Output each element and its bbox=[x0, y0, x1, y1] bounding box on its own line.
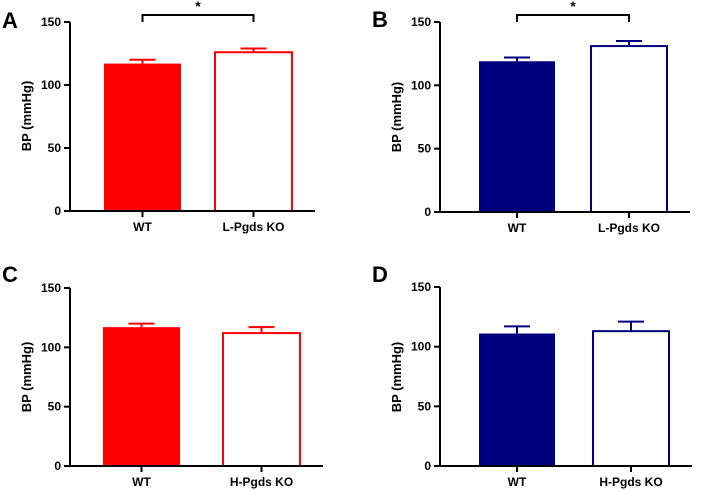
y-tick-label: 0 bbox=[54, 204, 61, 218]
y-tick-label: 0 bbox=[424, 459, 431, 473]
y-tick-label: 100 bbox=[411, 340, 431, 354]
x-tick-label: WT bbox=[133, 220, 152, 234]
bar-wt bbox=[479, 333, 555, 466]
significance-bracket bbox=[516, 14, 630, 22]
panel-b: B BP (mmHg) 0 50 100 150 WT L-Pgds KO * bbox=[372, 0, 690, 235]
x-tick-label: H-Pgds KO bbox=[599, 475, 662, 489]
x-tick-label: L-Pgds KO bbox=[598, 221, 660, 235]
bar-h-pgds-ko bbox=[222, 332, 301, 467]
panel-d: D BP (mmHg) 0 50 100 150 WT H-Pgds KO bbox=[372, 262, 692, 489]
x-tick-label: WT bbox=[508, 475, 527, 489]
panel-letter: B bbox=[372, 7, 388, 32]
significance-bracket bbox=[141, 14, 255, 22]
x-tick-label: L-Pgds KO bbox=[223, 220, 285, 234]
y-axis-label: BP (mmHg) bbox=[19, 342, 34, 413]
y-tick-label: 50 bbox=[48, 400, 62, 414]
y-tick-label: 150 bbox=[41, 281, 61, 295]
x-tick-label: WT bbox=[132, 475, 151, 489]
panel-c: C BP (mmHg) 0 50 100 150 WT H-Pgds KO bbox=[2, 262, 323, 489]
bar-wt bbox=[479, 61, 555, 213]
y-tick-label: 150 bbox=[41, 15, 61, 29]
y-axis-label: BP (mmHg) bbox=[389, 342, 404, 413]
y-tick-label: 150 bbox=[411, 15, 431, 29]
significance-star: * bbox=[195, 0, 201, 14]
panel-letter: D bbox=[372, 262, 388, 287]
y-tick-label: 100 bbox=[41, 340, 61, 354]
y-tick-label: 50 bbox=[418, 142, 432, 156]
panel-letter: A bbox=[2, 8, 18, 33]
y-tick-label: 50 bbox=[48, 141, 62, 155]
y-tick-label: 100 bbox=[411, 78, 431, 92]
y-tick-label: 0 bbox=[54, 459, 61, 473]
significance-star: * bbox=[570, 0, 576, 14]
bar-l-pgds-ko bbox=[590, 45, 668, 213]
y-axis-label: BP (mmHg) bbox=[389, 82, 404, 153]
panel-a: A BP (mmHg) 0 50 100 150 WT L-Pgds KO * bbox=[2, 0, 315, 234]
y-axis-label: BP (mmHg) bbox=[19, 81, 34, 152]
x-tick-label: H-Pgds KO bbox=[230, 475, 293, 489]
x-tick-label: WT bbox=[508, 221, 527, 235]
bar-l-pgds-ko bbox=[214, 51, 293, 212]
bar-wt bbox=[103, 327, 180, 466]
y-tick-label: 50 bbox=[418, 399, 432, 413]
y-tick-label: 100 bbox=[41, 78, 61, 92]
bar-h-pgds-ko bbox=[592, 330, 670, 467]
y-tick-label: 0 bbox=[424, 205, 431, 219]
y-tick-label: 150 bbox=[411, 280, 431, 294]
bar-wt bbox=[104, 63, 181, 211]
panel-letter: C bbox=[2, 262, 18, 287]
